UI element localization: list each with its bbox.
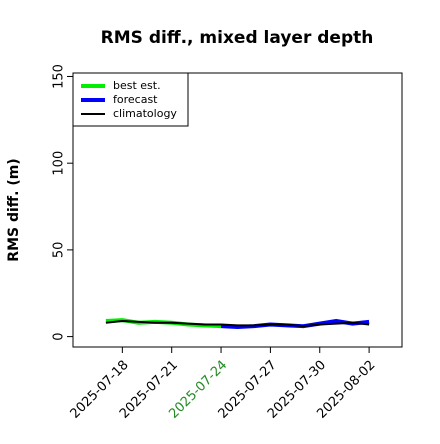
legend-label: climatology [113,107,177,120]
y-tick-label: 0 [52,332,67,340]
y-tick-label: 150 [52,64,67,89]
y-axis-label: RMS diff. (m) [6,158,22,261]
plot-frame [72,72,403,348]
y-tick-label: 50 [52,242,67,259]
chart-title: RMS diff., mixed layer depth [101,28,374,48]
y-tick-label: 100 [52,151,67,176]
legend-label: best est. [113,79,161,92]
series-line [105,319,370,328]
legend-label: forecast [113,93,158,106]
